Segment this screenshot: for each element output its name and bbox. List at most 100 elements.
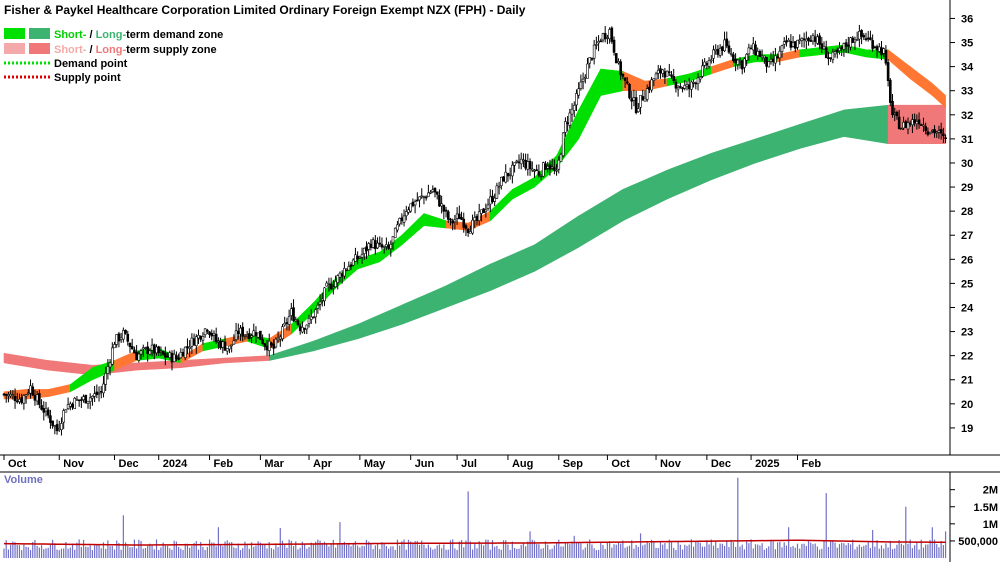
candle-body (705, 63, 709, 66)
candle-body (111, 347, 114, 365)
candle-body (610, 27, 614, 42)
candle-body (911, 119, 914, 126)
candle-body (707, 60, 711, 67)
candle-body (581, 78, 585, 82)
candle-body (230, 344, 233, 347)
candle-body (186, 346, 189, 348)
candle-body (340, 273, 344, 277)
legend-long-demand-swatch (29, 28, 50, 39)
candle-body (530, 168, 534, 171)
candle-body (44, 407, 48, 412)
candle-body (385, 244, 388, 247)
candle-body (181, 352, 185, 357)
candle-body (438, 194, 441, 207)
candle-body (217, 340, 220, 343)
candle-body (546, 166, 550, 169)
candle-body (524, 159, 527, 169)
candle-body (882, 48, 885, 54)
candle-body (294, 319, 298, 322)
candle-body (875, 46, 879, 51)
candle-body (880, 47, 883, 56)
candle-body (119, 337, 123, 340)
price-axis-ticks: 19 20 21 22 23 24 25 26 27 28 29 30 31 32 33 34 35 36 (950, 13, 974, 435)
volume-label: Volume (4, 474, 43, 486)
short-term-band-segment-supply (932, 82, 946, 109)
candle-body (714, 48, 718, 51)
candle-body (805, 38, 808, 42)
price-tick-label: 33 (961, 86, 973, 98)
candle-body (802, 38, 806, 41)
price-tick-label: 26 (961, 254, 973, 266)
price-tick-label: 31 (961, 134, 973, 146)
candle-body (548, 164, 552, 170)
candle-body (152, 344, 156, 354)
date-tick-label: Feb (801, 458, 821, 470)
candle-body (108, 362, 112, 368)
candle-body (345, 269, 348, 271)
date-tick-label: Sep (563, 458, 583, 470)
candle-body (480, 209, 483, 214)
candle-body (796, 39, 799, 48)
candle-body (942, 133, 945, 137)
candle-body (621, 73, 625, 77)
candle-body (393, 227, 397, 238)
candle-body (236, 330, 240, 335)
candle-body (374, 240, 377, 250)
candle-body (179, 352, 183, 359)
candle-body (590, 58, 594, 60)
candle-body (661, 69, 664, 74)
candle-body (650, 79, 653, 91)
candle-body (674, 81, 678, 89)
candle-body (371, 239, 375, 248)
candle-body (760, 55, 764, 58)
candle-body (776, 56, 779, 59)
candle-body (919, 124, 923, 126)
candle-body (11, 394, 15, 397)
candle-body (117, 333, 121, 342)
candle-body (431, 189, 435, 192)
candle-body (194, 336, 198, 346)
volume-bars (3, 477, 947, 558)
candle-body (652, 78, 656, 81)
candle-body (736, 59, 740, 65)
candle-body (208, 331, 211, 335)
candle-body (4, 393, 8, 396)
candle-body (758, 51, 762, 57)
candle-body (816, 36, 819, 44)
candle-body (780, 45, 784, 52)
candle-body (891, 100, 894, 116)
candle-body (840, 46, 843, 49)
candle-body (723, 39, 726, 52)
candle-body (35, 394, 39, 402)
candle-body (113, 344, 116, 349)
candle-body (422, 196, 426, 198)
candle-body (241, 326, 245, 337)
candle-body (566, 122, 569, 124)
candle-body (429, 191, 432, 194)
candle-body (192, 338, 196, 346)
price-tick-label: 34 (961, 62, 974, 74)
candle-body (625, 81, 629, 84)
candle-body (672, 76, 676, 81)
candle-body (884, 50, 888, 64)
candle-body (343, 268, 346, 277)
candle-body (141, 347, 145, 350)
candle-body (818, 35, 821, 45)
candle-body (57, 428, 61, 431)
candle-body (64, 409, 68, 413)
candle-body (133, 349, 136, 354)
candle-body (378, 242, 382, 245)
candle-body (243, 334, 247, 337)
candle-body (718, 47, 722, 56)
candle-body (829, 57, 832, 59)
candle-body (835, 49, 839, 53)
candle-body (172, 353, 176, 363)
candle-body (7, 394, 10, 397)
candle-body (440, 203, 443, 207)
candle-body (99, 390, 103, 393)
candle-body (130, 346, 134, 350)
candle-body (287, 316, 291, 325)
candle-body (469, 231, 472, 234)
legend-supply-zone: Short- / Long-term supply zone (54, 44, 217, 56)
